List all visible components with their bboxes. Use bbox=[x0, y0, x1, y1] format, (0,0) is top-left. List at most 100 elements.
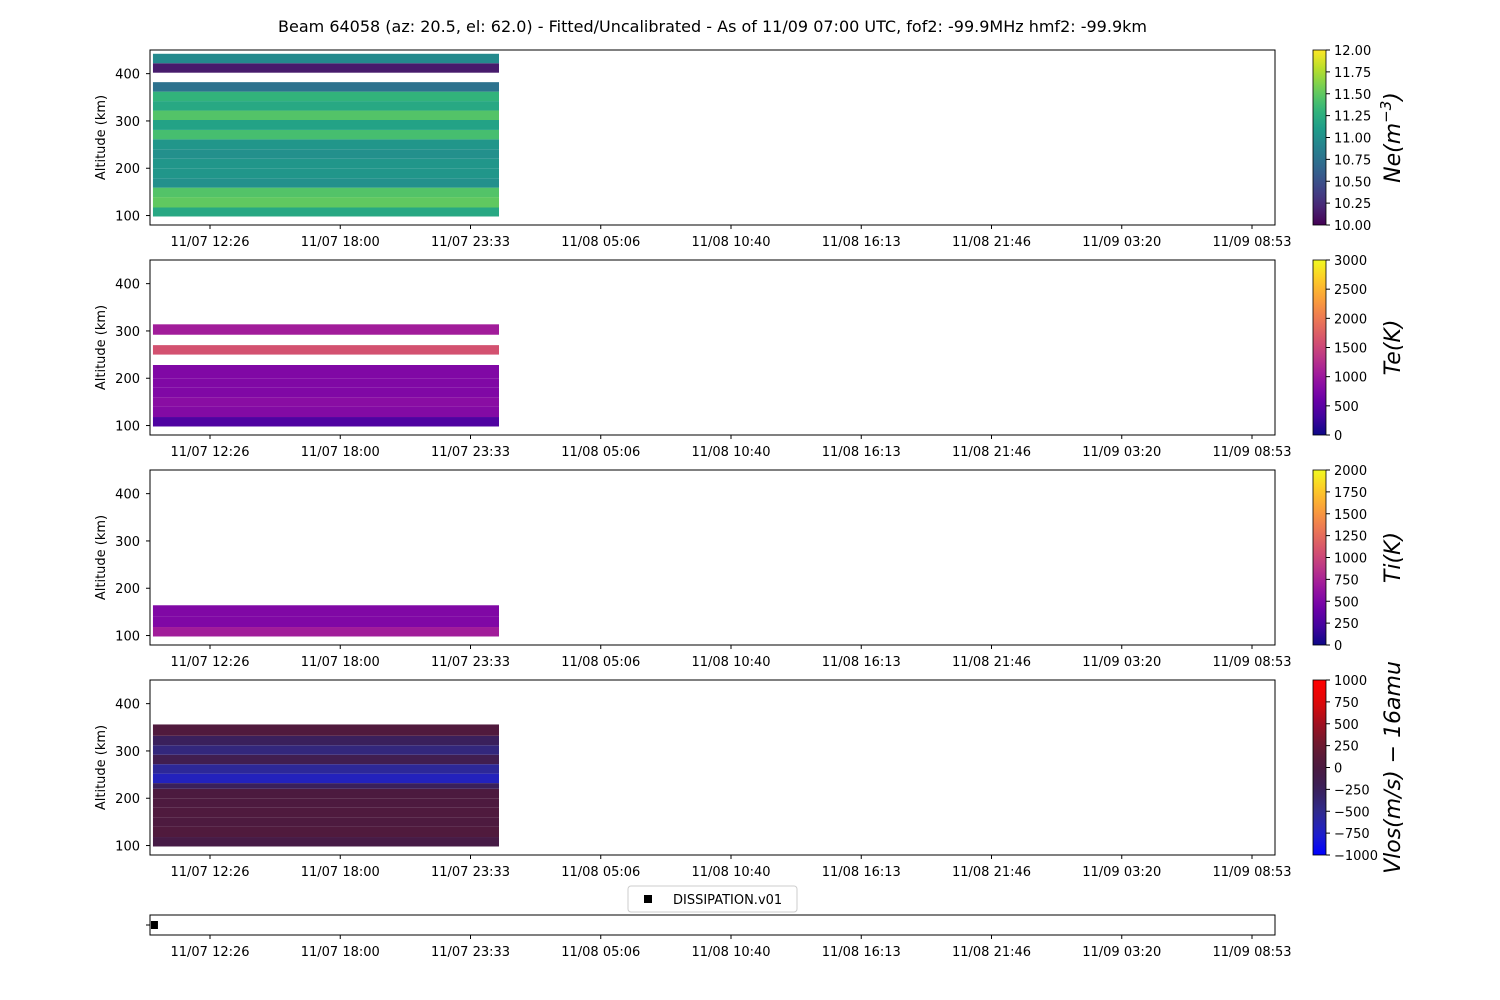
x-tick-label: 11/09 08:53 bbox=[1212, 945, 1291, 960]
colorbar-tick-label: −750 bbox=[1334, 827, 1370, 842]
x-tick-label: 11/08 21:46 bbox=[952, 865, 1031, 880]
x-tick-label: 11/08 10:40 bbox=[691, 235, 770, 250]
y-tick-label: 100 bbox=[115, 630, 140, 645]
y-tick-label: 400 bbox=[115, 278, 140, 293]
x-tick-label: 11/07 12:26 bbox=[170, 235, 249, 250]
x-tick-label: 11/09 08:53 bbox=[1212, 235, 1291, 250]
x-tick-label: 11/07 23:33 bbox=[431, 445, 510, 460]
heatmap-cell bbox=[152, 764, 499, 774]
y-tick-label: 100 bbox=[115, 840, 140, 855]
heatmap-cell bbox=[152, 616, 499, 628]
x-tick-label: 11/09 03:20 bbox=[1082, 445, 1161, 460]
x-tick-label: 11/08 05:06 bbox=[561, 945, 640, 960]
heatmap-cell bbox=[152, 120, 499, 130]
colorbar-label: Ne(m−3) bbox=[1377, 92, 1406, 183]
plot-frame bbox=[149, 49, 1276, 226]
x-tick-label: 11/07 18:00 bbox=[301, 445, 380, 460]
y-tick-label: 200 bbox=[115, 162, 140, 177]
heatmap-cell bbox=[152, 158, 499, 169]
heatmap-cell bbox=[152, 783, 499, 789]
x-tick-label: 11/08 10:40 bbox=[691, 865, 770, 880]
colorbar-tick-label: 12.00 bbox=[1334, 44, 1371, 59]
x-tick-label: 11/07 23:33 bbox=[431, 865, 510, 880]
x-tick-label: 11/07 23:33 bbox=[431, 945, 510, 960]
x-tick-label: 11/08 10:40 bbox=[691, 655, 770, 670]
heatmap-cell bbox=[152, 187, 499, 198]
heatmap-cell bbox=[152, 798, 499, 808]
heatmap-cell bbox=[152, 168, 499, 179]
colorbar-tick-label: 11.50 bbox=[1334, 88, 1371, 103]
colorbar-tick-label: 10.50 bbox=[1334, 175, 1371, 190]
colorbar-tick-label: 10.25 bbox=[1334, 197, 1371, 212]
colorbar-label: Vlos(m/s) − 16amu bbox=[1381, 661, 1406, 874]
heatmap-cell bbox=[152, 129, 499, 140]
y-axis-label: Altitude (km) bbox=[94, 95, 109, 180]
y-tick-label: 200 bbox=[115, 792, 140, 807]
colorbar-tick-label: 750 bbox=[1334, 573, 1359, 588]
x-tick-label: 11/08 10:40 bbox=[691, 445, 770, 460]
heatmap-cell bbox=[152, 754, 499, 765]
heatmap-cell bbox=[152, 63, 499, 73]
plot-frame bbox=[149, 914, 1276, 936]
colorbar-tick-label: 1750 bbox=[1334, 486, 1367, 501]
colorbar-tick-label: 500 bbox=[1334, 400, 1359, 415]
heatmap-cell bbox=[152, 417, 499, 427]
heatmap-cell bbox=[152, 53, 499, 64]
colorbar-tick-label: 250 bbox=[1334, 740, 1359, 755]
data-point bbox=[150, 921, 158, 929]
panel-ne: 100 200 300 400 Altitude (km) 11/07 12:26 11/0… bbox=[94, 44, 1406, 250]
heatmap-cell bbox=[152, 837, 499, 847]
colorbar-tick-label: 0 bbox=[1334, 639, 1342, 654]
heatmap-cell bbox=[152, 207, 499, 217]
y-tick-label: 300 bbox=[115, 325, 140, 340]
x-tick-label: 11/07 12:26 bbox=[170, 945, 249, 960]
heatmap-cell bbox=[152, 788, 499, 799]
y-axis-label: Altitude (km) bbox=[94, 515, 109, 600]
x-tick-label: 11/08 16:13 bbox=[822, 445, 901, 460]
x-tick-label: 11/08 05:06 bbox=[561, 655, 640, 670]
colorbar-tick-label: −500 bbox=[1334, 805, 1370, 820]
x-tick-label: 11/08 21:46 bbox=[952, 235, 1031, 250]
x-tick-label: 11/08 10:40 bbox=[691, 945, 770, 960]
figure-title: Beam 64058 (az: 20.5, el: 62.0) - Fitted… bbox=[278, 17, 1147, 36]
x-tick-label: 11/08 21:46 bbox=[952, 445, 1031, 460]
legend: DISSIPATION.v01 bbox=[627, 885, 798, 913]
x-tick-label: 11/08 05:06 bbox=[561, 865, 640, 880]
heatmap-cell bbox=[152, 365, 499, 379]
x-tick-label: 11/07 12:26 bbox=[170, 865, 249, 880]
y-tick-label: 400 bbox=[115, 488, 140, 503]
x-tick-label: 11/07 12:26 bbox=[170, 655, 249, 670]
colorbar-tick-label: 10.00 bbox=[1334, 219, 1371, 234]
colorbar-tick-label: 1250 bbox=[1334, 530, 1367, 545]
heatmap-cell bbox=[152, 735, 499, 746]
colorbar-tick-label: 750 bbox=[1334, 696, 1359, 711]
colorbar-tick-label: −1000 bbox=[1334, 849, 1378, 864]
colorbar-tick-label: 10.75 bbox=[1334, 153, 1371, 168]
plot-frame bbox=[149, 469, 1276, 646]
heatmap-cell bbox=[152, 627, 499, 637]
y-tick-label: 300 bbox=[115, 745, 140, 760]
colorbar-tick-label: 11.25 bbox=[1334, 110, 1371, 125]
colorbar-tick-label: 1000 bbox=[1334, 371, 1367, 386]
x-tick-label: 11/07 18:00 bbox=[301, 865, 380, 880]
x-tick-label: 11/07 23:33 bbox=[431, 655, 510, 670]
colorbar-tick-label: 1500 bbox=[1334, 342, 1367, 357]
heatmap-cell bbox=[152, 101, 499, 111]
x-tick-label: 11/07 18:00 bbox=[301, 235, 380, 250]
x-tick-label: 11/08 05:06 bbox=[561, 445, 640, 460]
colorbar-te bbox=[1312, 259, 1327, 436]
heatmap-cell bbox=[152, 324, 499, 335]
panel-te: 100 200 300 400 Altitude (km) 11/07 12:26 11/0… bbox=[94, 254, 1406, 460]
y-tick-label: 300 bbox=[115, 535, 140, 550]
x-tick-label: 11/07 12:26 bbox=[170, 445, 249, 460]
panel-vlos: 100 200 300 400 Altitude (km) 11/07 12:26 11/0… bbox=[94, 661, 1406, 880]
colorbar-tick-label: 0 bbox=[1334, 762, 1342, 777]
x-tick-label: 11/09 03:20 bbox=[1082, 945, 1161, 960]
legend-box bbox=[627, 885, 798, 913]
heatmap-cell bbox=[152, 178, 499, 188]
heatmap-cell bbox=[152, 745, 499, 755]
y-axis-label: Altitude (km) bbox=[94, 725, 109, 810]
y-tick-label: 400 bbox=[115, 68, 140, 83]
heatmap-cell bbox=[152, 139, 499, 150]
